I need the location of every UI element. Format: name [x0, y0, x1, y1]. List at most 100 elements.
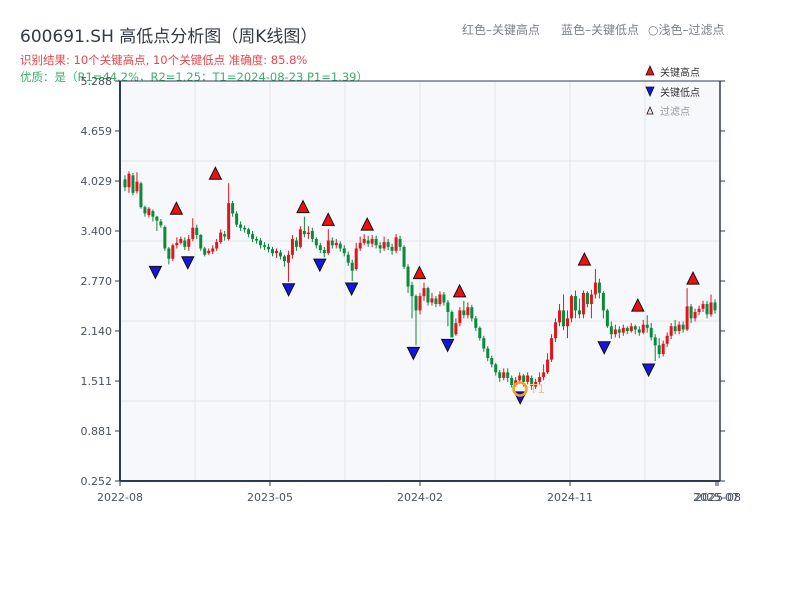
candle-body	[183, 240, 187, 247]
candle-body	[398, 238, 402, 247]
legend-high-label: 关键高点	[660, 66, 700, 79]
candle-body	[167, 248, 171, 259]
candle-body	[542, 372, 546, 378]
candle-body	[637, 329, 641, 333]
candle-body	[486, 348, 490, 359]
candle-body	[374, 238, 378, 246]
candle-body	[259, 240, 263, 246]
candle-body	[362, 238, 366, 243]
candle-body	[239, 224, 243, 228]
key-low-marker-icon	[641, 363, 656, 378]
candle-body	[386, 242, 390, 247]
candle-body	[434, 298, 438, 305]
key-high-marker-icon	[360, 217, 375, 231]
candle-body	[346, 254, 350, 263]
candle-body	[657, 345, 661, 355]
candle-body	[458, 310, 462, 324]
key-high-marker-icon	[169, 201, 184, 215]
legend-red-key-highs: 红色–关键高点	[462, 23, 541, 37]
candle-body	[673, 326, 677, 332]
y-tick-label: 0.252	[81, 475, 113, 488]
candle-body	[641, 324, 645, 333]
candle-body	[498, 372, 502, 378]
key-high-marker-icon	[577, 251, 592, 266]
candle-body	[665, 335, 669, 344]
legend-blue-key-lows: 蓝色–关键低点	[561, 23, 640, 37]
candle-body	[617, 329, 621, 333]
y-tick-label: 4.659	[81, 125, 113, 138]
candles	[123, 171, 717, 390]
candle-body	[255, 238, 259, 241]
candle-body	[274, 250, 278, 254]
candle-body	[442, 294, 446, 303]
candle-body	[649, 327, 653, 338]
x-tick-label: 2022-08	[97, 491, 143, 504]
key-high-marker-icon	[412, 265, 427, 280]
candle-body	[159, 221, 163, 226]
candle-body	[450, 311, 454, 338]
plot-area	[120, 81, 720, 481]
key-low-marker-icon	[312, 258, 327, 273]
candle-body	[526, 375, 530, 382]
candle-body	[410, 284, 414, 297]
candle-body	[151, 211, 155, 217]
candle-body	[227, 203, 231, 239]
candle-body	[223, 234, 227, 237]
key-high-marker-icon	[630, 298, 645, 312]
candle-body	[298, 229, 302, 247]
candle-body	[278, 252, 282, 257]
quality-summary: 优质：是（R1=44.2%，R2=1.25；T1=2024-08-23 P1=1…	[20, 70, 368, 84]
candle-body	[426, 288, 430, 303]
candle-body	[131, 175, 135, 193]
key-low-marker-icon	[281, 283, 296, 297]
candle-body	[494, 364, 498, 373]
candle-body	[310, 230, 314, 239]
candle-body	[697, 308, 701, 312]
candle-body	[562, 310, 566, 327]
candle-body	[605, 310, 609, 327]
candle-body	[163, 226, 167, 249]
candle-body	[354, 248, 358, 270]
candle-body	[669, 326, 673, 336]
x-tick-label: 2023-05	[247, 491, 293, 504]
key-low-marker-icon	[513, 391, 528, 405]
candle-body	[394, 237, 398, 251]
legend-light-filtered: ○浅色–过滤点	[648, 23, 725, 37]
candle-body	[402, 246, 406, 267]
key-high-marker-icon	[686, 271, 700, 285]
recognition-result: 识别结果: 10个关键高点, 10个关键低点 准确度: 85.8%	[20, 53, 308, 67]
candle-body	[211, 248, 215, 252]
y-tick-label: 2.140	[81, 325, 113, 338]
y-tick-label: 0.881	[81, 425, 113, 438]
candle-body	[195, 227, 199, 235]
candle-body	[390, 246, 394, 251]
legend-low-icon	[645, 86, 655, 97]
candle-body	[282, 256, 286, 262]
candle-body	[270, 249, 274, 254]
candle-body	[382, 242, 386, 249]
candle-body	[701, 304, 705, 309]
candle-body	[454, 323, 458, 335]
candle-body	[235, 213, 239, 225]
candle-body	[689, 306, 693, 319]
candle-body	[406, 266, 410, 287]
candle-body	[378, 245, 382, 249]
key-high-marker-icon	[208, 166, 223, 180]
candle-body	[653, 337, 657, 346]
candle-body	[709, 302, 713, 315]
candle-body	[629, 326, 633, 332]
candle-body	[207, 250, 211, 254]
candle-body	[267, 246, 271, 250]
candle-body	[263, 245, 267, 247]
candle-body	[155, 216, 159, 221]
candle-body	[661, 343, 665, 355]
candle-body	[199, 234, 203, 249]
candle-body	[219, 232, 223, 243]
candle-body	[514, 380, 518, 386]
candle-body	[546, 359, 550, 373]
y-tick-label: 1.511	[81, 375, 113, 388]
candle-body	[502, 372, 506, 378]
candle-body	[482, 338, 486, 349]
candle-body	[294, 240, 298, 247]
